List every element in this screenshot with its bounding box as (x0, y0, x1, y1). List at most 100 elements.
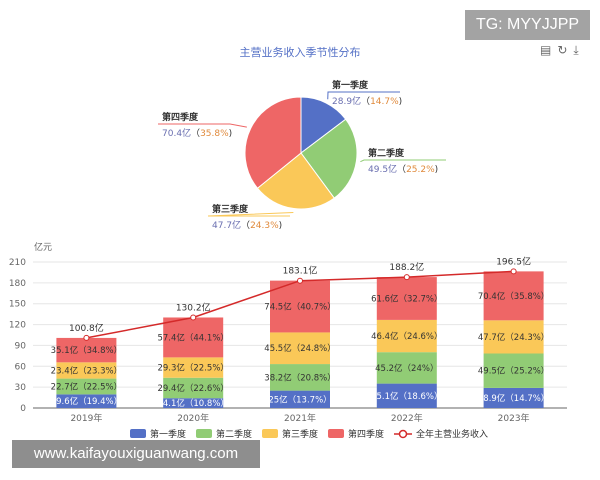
x-tick-label: 2021年 (284, 412, 316, 424)
total-line-point (190, 314, 197, 321)
toolbox: ▤↻⤓ (540, 43, 585, 58)
bar-data-label: 70.4亿（35.8%） (478, 291, 549, 302)
x-tick-label: 2020年 (177, 412, 209, 424)
total-line-point (403, 274, 410, 281)
pie-slice-1 (300, 96, 347, 155)
bar-segment-4 (376, 277, 437, 320)
pie-label-line-3 (207, 212, 294, 217)
total-line-label: 183.1亿 (283, 265, 318, 277)
bar-data-label: 46.4亿（24.6%） (371, 331, 442, 342)
bar-segment-2 (56, 378, 117, 395)
pie-label-amount: 47.7亿 (212, 219, 241, 231)
pie-label-value-2: 49.5亿（25.2%) (368, 163, 438, 175)
legend-line-marker (398, 429, 408, 439)
pie-label-paren: （ (191, 128, 200, 139)
total-line-point (510, 268, 517, 275)
pie-label-name-4: 第四季度 (162, 111, 199, 123)
bar-segment-1 (163, 398, 224, 408)
legend-swatch-1 (130, 429, 146, 438)
bar-segment-3 (483, 320, 544, 354)
total-line-point (83, 334, 90, 341)
pie-slice-3 (256, 152, 335, 210)
pie-title: 主营业务收入季节性分布 (240, 45, 361, 59)
legend-swatch-3 (262, 429, 278, 438)
pie-label-pct: 35.8% (200, 129, 229, 139)
pie-label-line-1 (327, 91, 400, 100)
y-tick-label: 60 (15, 362, 27, 372)
bar-segment-4 (270, 280, 330, 333)
legend-swatch-2 (196, 429, 212, 438)
pie-label-name-1: 第一季度 (332, 79, 369, 91)
bar-data-label: 38.2亿（20.8%） (264, 372, 335, 383)
y-tick-label: 90 (15, 341, 27, 351)
bar-data-label: 35.1亿（18.6%） (371, 391, 442, 402)
pie-label-paren: ) (399, 97, 403, 107)
bar-data-label: 19.6亿（19.4%） (51, 396, 122, 407)
bar-segment-3 (56, 362, 117, 379)
total-line-label: 188.2亿 (389, 261, 424, 273)
bar-data-label: 57.4亿（44.1%） (157, 332, 228, 343)
pie-label-pct: 24.3% (250, 221, 279, 231)
restore-icon[interactable]: ↻ (557, 43, 574, 57)
y-tick-label: 150 (9, 300, 26, 310)
bar-segment-4 (483, 271, 544, 321)
bar-data-label: 45.5亿（24.8%） (264, 343, 335, 354)
pie-label-name-2: 第二季度 (368, 147, 405, 159)
bar-data-label: 61.6亿（32.7%） (371, 294, 442, 305)
bar-data-label: 23.4亿（23.3%） (51, 365, 122, 376)
watermark-bottom: www.kaifayouxiguanwang.com (12, 440, 260, 468)
bar-segment-1 (270, 390, 330, 408)
total-line-label: 130.2亿 (176, 301, 211, 313)
watermark-top: TG: MYYJJPP (465, 10, 590, 40)
bar-data-label: 29.4亿（22.6%） (157, 383, 228, 394)
pie-label-paren: （ (397, 164, 406, 175)
pie-label-amount: 28.9亿 (332, 95, 361, 107)
total-line-label: 196.5亿 (496, 255, 531, 267)
bar-segment-3 (376, 319, 437, 353)
data-view-icon[interactable]: ▤ (540, 43, 558, 57)
pie-label-paren: （ (361, 96, 370, 107)
pie-label-pct: 14.7% (370, 97, 399, 107)
legend-label: 第四季度 (348, 428, 384, 440)
save-image-icon[interactable]: ⤓ (573, 43, 585, 57)
legend-label: 第一季度 (150, 428, 186, 440)
x-tick-label: 2022年 (391, 412, 423, 424)
bar-segment-3 (163, 357, 224, 378)
bar-data-label: 45.2亿（24%） (375, 363, 438, 374)
pie-label-paren: ) (229, 129, 233, 139)
bar-data-label: 29.3亿（22.5%） (157, 363, 228, 374)
pie-label-amount: 49.5亿 (368, 163, 397, 175)
bar-data-label: 47.7亿（24.3%） (478, 332, 549, 343)
pie-label-value-3: 47.7亿（24.3%) (212, 219, 282, 231)
total-line-point (297, 277, 303, 284)
pie-label-line-4 (158, 123, 247, 128)
y-tick-label: 30 (15, 383, 27, 393)
pie-label-paren: （ (241, 220, 250, 231)
pie-label-paren: ) (435, 165, 439, 175)
x-tick-label: 2023年 (498, 412, 530, 424)
bar-data-label: 74.5亿（40.7%） (264, 302, 335, 313)
bar-segment-4 (163, 317, 224, 358)
bar-data-label: 49.5亿（25.2%） (478, 366, 549, 377)
bar-segment-2 (270, 364, 330, 391)
bar-segment-1 (56, 394, 117, 408)
total-line-label: 100.8亿 (69, 322, 104, 334)
bar-segment-1 (483, 387, 544, 408)
pie-label-value-1: 28.9亿（14.7%) (332, 95, 402, 107)
bar-segment-2 (163, 377, 224, 399)
x-tick-label: 2019年 (70, 412, 102, 424)
bar-segment-1 (376, 383, 437, 408)
bar-data-label: 28.9亿（14.7%） (478, 393, 549, 404)
legend-label: 第二季度 (216, 428, 252, 440)
bar-data-label: 22.7亿（22.5%） (51, 381, 122, 392)
pie-label-paren: ) (279, 221, 283, 231)
bar-segment-2 (483, 353, 544, 388)
y-tick-label: 210 (9, 258, 26, 268)
bar-segment-3 (270, 332, 330, 365)
pie-label-pct: 25.2% (406, 165, 435, 175)
pie-slice-4 (244, 96, 302, 189)
legend-label: 第三季度 (282, 428, 318, 440)
pie-label-value-4: 70.4亿（35.8%) (162, 127, 232, 139)
bar-segment-2 (376, 352, 437, 384)
